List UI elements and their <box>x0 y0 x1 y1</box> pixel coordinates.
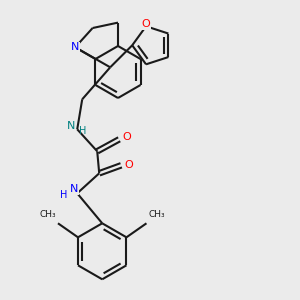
Text: O: O <box>123 132 132 142</box>
Text: N: N <box>71 42 80 52</box>
Text: O: O <box>142 19 150 29</box>
Text: H: H <box>59 190 67 200</box>
Text: N: N <box>70 184 78 194</box>
Text: CH₃: CH₃ <box>148 210 165 219</box>
Text: CH₃: CH₃ <box>39 210 56 219</box>
Text: H: H <box>79 126 86 136</box>
Text: O: O <box>125 160 134 170</box>
Text: N: N <box>67 121 75 131</box>
